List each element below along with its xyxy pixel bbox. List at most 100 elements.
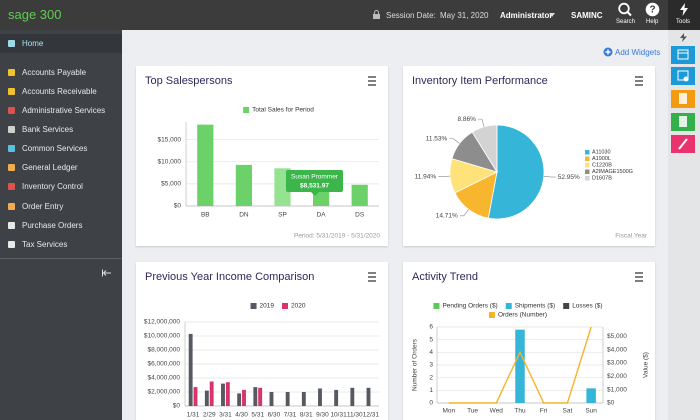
- bar: [586, 388, 596, 403]
- nav-icon: [8, 145, 15, 152]
- y-tick-label: $12,000,000: [144, 319, 181, 326]
- tool-button[interactable]: [671, 90, 695, 108]
- bar: [237, 393, 242, 406]
- nav-label[interactable]: Tax Services: [22, 240, 68, 249]
- legend-swatch: [585, 176, 590, 181]
- legend-swatch: [243, 107, 250, 113]
- add-widgets[interactable]: Add Widgets: [615, 48, 661, 57]
- chart: Previous Year Income Comparison 2019 2020…: [144, 271, 380, 419]
- nav-item[interactable]: Tax Services: [0, 235, 122, 254]
- legend-item: 2019: [250, 303, 274, 310]
- nav-label[interactable]: Bank Services: [22, 125, 74, 134]
- leader-line: [438, 175, 451, 178]
- y-tick-label: $0: [607, 400, 615, 407]
- x-tick-label: 10/31: [330, 412, 347, 419]
- data-label: 11.53%: [426, 135, 448, 142]
- widget-menu[interactable]: [635, 76, 643, 86]
- nav-icon: [8, 241, 15, 248]
- legend-label: Pending Orders ($): [442, 303, 497, 310]
- legend-swatch: [488, 312, 495, 318]
- legend-swatch: [585, 156, 590, 161]
- legend-label: Orders (Number): [498, 312, 547, 319]
- legend-label: 2020: [291, 303, 306, 310]
- help-icon[interactable]: ?: [645, 2, 660, 17]
- widget-title: Previous Year Income Comparison: [145, 271, 314, 283]
- y-tick-label: $3,000: [607, 360, 627, 367]
- widget-menu[interactable]: [368, 76, 376, 86]
- search-label[interactable]: Search: [616, 19, 636, 25]
- nav-item[interactable]: Bank Services: [0, 120, 122, 139]
- legend-swatch: [282, 303, 288, 309]
- pie-slice: [471, 124, 498, 174]
- tooltip-box: [286, 170, 343, 192]
- tools-button[interactable]: Tools: [668, 0, 700, 30]
- x-tick-label: Thu: [514, 408, 526, 415]
- y-tick-label: $2,000,000: [147, 389, 180, 396]
- nav-label[interactable]: Inventory Control: [22, 182, 83, 191]
- y-tick-label: 6: [429, 324, 433, 331]
- nav-label[interactable]: Order Entry: [22, 202, 64, 211]
- nav-label[interactable]: Accounts Receivable: [22, 87, 97, 96]
- bar: [253, 387, 258, 406]
- nav-label[interactable]: Common Services: [22, 144, 88, 153]
- nav-label[interactable]: Home: [22, 39, 44, 48]
- tooltip-pointer: [311, 192, 319, 196]
- nav-item[interactable]: Accounts Payable: [0, 63, 122, 82]
- widget-menu[interactable]: [635, 272, 643, 282]
- line: [448, 326, 592, 404]
- x-tick-label: SP: [278, 212, 287, 219]
- tool-button[interactable]: [671, 135, 695, 153]
- bar: [515, 329, 525, 403]
- user-menu[interactable]: Administrator: [500, 11, 553, 20]
- nav-item[interactable]: Inventory Control: [0, 177, 122, 196]
- nav-item[interactable]: Purchase Orders: [0, 216, 122, 235]
- tool-button[interactable]: [671, 67, 695, 85]
- tool-strip: Tools: [668, 0, 700, 420]
- collapse-button[interactable]: [102, 269, 112, 277]
- company[interactable]: SAMINC: [571, 11, 603, 20]
- tool-button[interactable]: [671, 46, 695, 64]
- legend-swatch: [563, 303, 570, 309]
- nav-label[interactable]: General Ledger: [22, 163, 78, 172]
- y-tick-label: $6,000,000: [147, 361, 180, 368]
- nav-label[interactable]: Accounts Payable: [22, 68, 87, 77]
- legend-swatch: [505, 303, 512, 309]
- legend-label: Shipments ($): [515, 303, 555, 310]
- legend-swatch: [585, 169, 590, 174]
- bar: [225, 382, 230, 406]
- widget-menu[interactable]: [368, 272, 376, 282]
- x-tick-label: 1/31: [187, 412, 200, 419]
- x-tick-label: 11/30: [347, 412, 363, 419]
- widget-footer: Fiscal Year: [615, 233, 648, 240]
- legend-item: Total Sales for Period: [243, 107, 314, 114]
- bar: [193, 387, 198, 406]
- data-label: 52.95%: [558, 174, 580, 181]
- tools-label[interactable]: Tools: [676, 19, 691, 25]
- nav-item[interactable]: General Ledger: [0, 158, 122, 177]
- logo[interactable]: sage 300: [8, 7, 62, 22]
- bar: [301, 392, 306, 406]
- nav-label[interactable]: Administrative Services: [22, 106, 106, 115]
- nav-icon: [8, 203, 15, 210]
- nav-label[interactable]: Purchase Orders: [22, 221, 83, 230]
- nav-item[interactable]: Order Entry: [0, 197, 122, 216]
- nav-item[interactable]: Common Services: [0, 139, 122, 158]
- nav-item[interactable]: Accounts Receivable: [0, 82, 122, 101]
- bar: [242, 389, 246, 406]
- lock-icon: [373, 10, 380, 19]
- tools-icon: [680, 3, 688, 16]
- widget: Top Salespersons Period: 5/31/2019 - 5/3…: [136, 66, 388, 246]
- x-tick-label: DA: [317, 212, 327, 219]
- widget: Activity Trend Pending Orders ($) Shipmen…: [403, 262, 655, 420]
- add-widgets-icon[interactable]: [603, 47, 613, 57]
- help-label[interactable]: Help: [646, 19, 659, 25]
- nav-icon: [8, 88, 15, 95]
- search-icon[interactable]: [617, 2, 633, 17]
- top-bar: sage 300 Session Date: May 31, 2020 Admi…: [0, 0, 668, 30]
- nav-item[interactable]: Administrative Services: [0, 101, 122, 120]
- bar: [204, 390, 209, 406]
- help-glyph: ?: [649, 5, 655, 16]
- nav-item[interactable]: Home: [0, 34, 122, 53]
- tool-button[interactable]: [671, 113, 695, 131]
